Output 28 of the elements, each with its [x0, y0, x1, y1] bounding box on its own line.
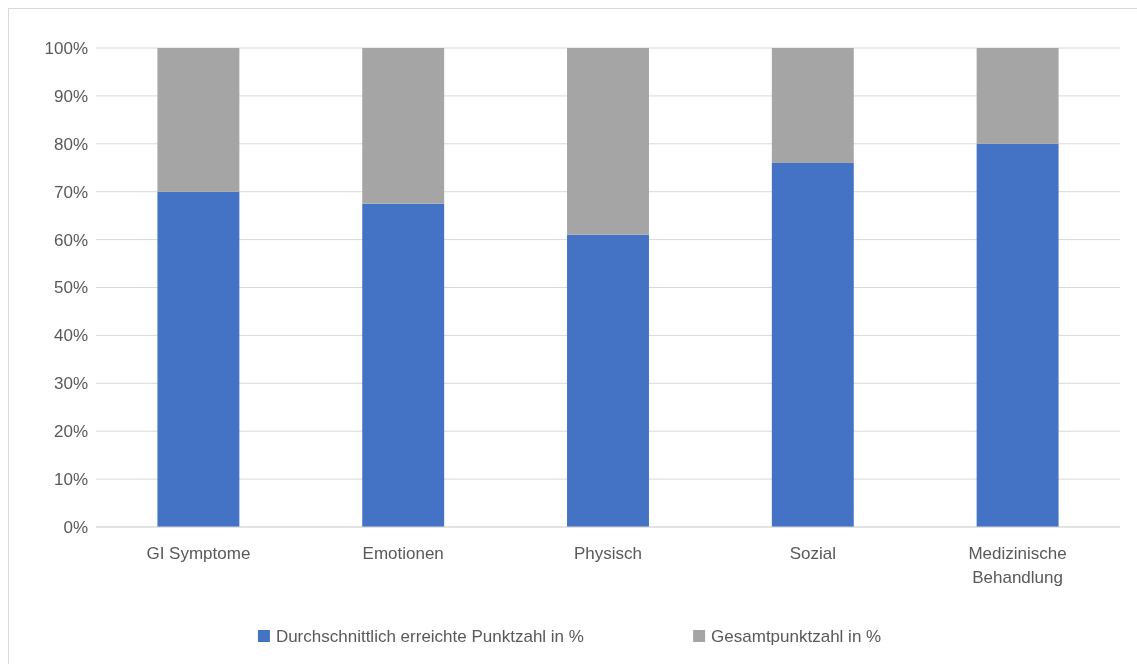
y-tick-label: 10% [53, 470, 88, 490]
x-tick-label: Physisch [573, 544, 643, 563]
bar [157, 191, 240, 527]
x-tick-label: Emotionen [362, 544, 444, 563]
legend-label: Gesamtpunktzahl in % [711, 627, 882, 646]
x-tick-label: Sozial [789, 544, 836, 563]
y-tick-label: 80% [53, 134, 88, 154]
legend-label: Durchschnittlich erreichte Punktzahl in % [275, 627, 584, 646]
bar [157, 48, 240, 192]
y-tick-label: 90% [53, 86, 88, 106]
bar [567, 48, 649, 235]
bar [567, 234, 649, 527]
x-tick-label: GI Symptome [146, 544, 251, 563]
y-tick-label: 20% [53, 422, 88, 442]
x-tick-label: Medizinische Behandlung [968, 544, 1067, 587]
y-tick-label: 60% [53, 230, 88, 250]
bar [771, 162, 854, 527]
bar [976, 48, 1059, 144]
y-tick-label: 50% [53, 278, 88, 298]
y-tick-label: 100% [44, 38, 88, 58]
y-tick-label: 30% [53, 374, 88, 394]
y-tick-label: 0% [63, 517, 88, 537]
bar [976, 143, 1059, 527]
y-tick-label: 40% [53, 326, 88, 346]
bar [362, 48, 445, 204]
bar [362, 203, 445, 527]
bar [771, 48, 854, 163]
y-tick-label: 70% [53, 182, 88, 202]
